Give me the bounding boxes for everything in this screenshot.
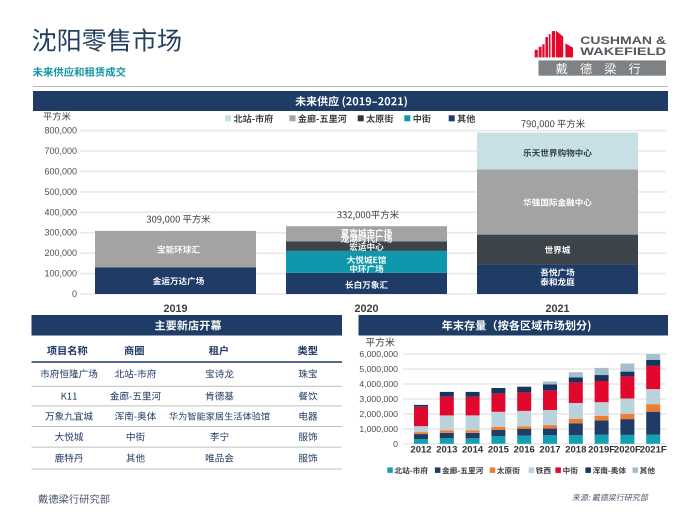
svg-text:2020: 2020 [354, 303, 378, 315]
svg-text:3,000,000: 3,000,000 [359, 394, 398, 404]
svg-text:400,000: 400,000 [44, 207, 77, 217]
svg-text:2,000,000: 2,000,000 [359, 409, 398, 419]
svg-text:5,000,000: 5,000,000 [359, 364, 398, 374]
svg-text:200,000: 200,000 [44, 248, 77, 258]
svg-text:2021: 2021 [545, 303, 569, 315]
svg-text:2017: 2017 [539, 445, 560, 456]
svg-text:4,000,000: 4,000,000 [359, 379, 398, 389]
svg-text:700,000: 700,000 [44, 146, 77, 156]
svg-text:2016: 2016 [514, 445, 535, 456]
svg-text:2018: 2018 [565, 445, 586, 456]
svg-text:2021F: 2021F [640, 445, 667, 456]
svg-text:2012: 2012 [410, 445, 431, 456]
svg-text:6,000,000: 6,000,000 [359, 349, 398, 359]
svg-text:300,000: 300,000 [44, 228, 77, 238]
svg-text:2015: 2015 [488, 445, 510, 456]
svg-text:2014: 2014 [462, 445, 484, 456]
svg-text:2013: 2013 [436, 445, 457, 456]
svg-text:0: 0 [72, 289, 77, 299]
svg-text:WAKEFIELD: WAKEFIELD [580, 46, 666, 58]
svg-text:0: 0 [393, 439, 398, 449]
svg-text:2019: 2019 [163, 303, 187, 315]
svg-text:2019F: 2019F [588, 445, 615, 456]
svg-text:CUSHMAN &: CUSHMAN & [580, 35, 666, 47]
svg-text:2020F: 2020F [614, 445, 641, 456]
svg-text:100,000: 100,000 [44, 269, 77, 279]
svg-text:800,000: 800,000 [44, 126, 77, 136]
svg-text:1,000,000: 1,000,000 [359, 424, 398, 434]
svg-text:600,000: 600,000 [44, 166, 77, 176]
svg-text:500,000: 500,000 [44, 187, 77, 197]
